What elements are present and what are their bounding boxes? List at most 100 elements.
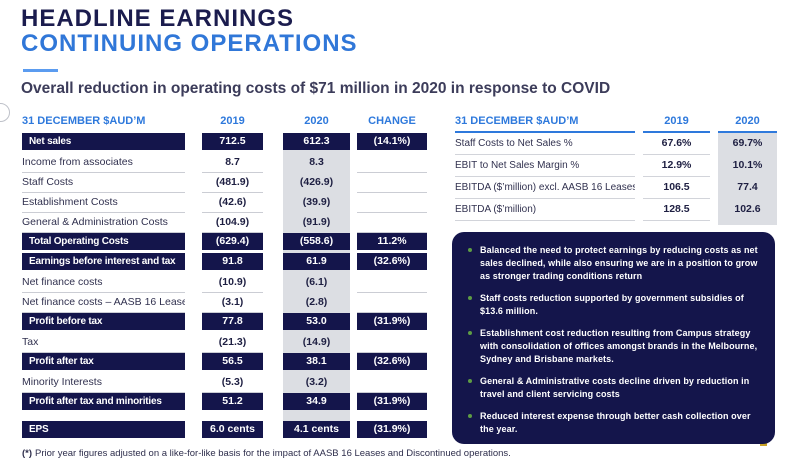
value-change: 11.2% — [357, 233, 427, 250]
bullet-text: General & Administrative costs decline d… — [480, 376, 750, 399]
value-change — [357, 193, 427, 213]
ratios-table-body: Staff Costs to Net Sales % 67.6% 69.7% EBIT… — [455, 133, 777, 221]
table-row: EBIT to Net Sales Margin % 12.9% 10.1% — [455, 155, 777, 177]
bullet-icon — [468, 248, 472, 252]
row-label: Income from associates — [22, 153, 185, 173]
commentary-bullet: Staff costs reduction supported by gover… — [468, 292, 761, 318]
value-2019: (21.3) — [202, 333, 263, 353]
value-2020: 53.0 — [283, 313, 350, 330]
column-header-2020: 2020 — [304, 115, 329, 127]
table-row: EBITDA ($’million) excl. AASB 16 Leases 1… — [455, 177, 777, 199]
value-2019: 128.5 — [643, 199, 710, 221]
value-2020: (14.9) — [302, 336, 331, 348]
financials-table: 31 DECEMBER $AUD’M 2019 2020 CHANGE Net … — [22, 112, 427, 441]
value-change: (31.9%) — [357, 421, 427, 438]
row-label: Profit after tax — [22, 353, 185, 370]
table-spacer — [22, 413, 427, 421]
value-2019: (10.9) — [202, 273, 263, 293]
table-row: Staff Costs (481.9) (426.9) — [22, 173, 427, 193]
value-change — [357, 333, 427, 353]
row-label: Staff Costs — [22, 173, 185, 193]
value-change — [357, 213, 427, 233]
ratio-header-2020: 2020 — [718, 112, 777, 133]
value-2020: (558.6) — [283, 233, 350, 250]
bullet-icon — [468, 379, 472, 383]
row-label: Profit after tax and minorities — [22, 393, 185, 410]
value-change — [357, 153, 427, 173]
value-2019: 106.5 — [643, 177, 710, 199]
commentary-bullet-list: Balanced the need to protect earnings by… — [468, 244, 761, 436]
table-row: Earnings before interest and tax 91.8 61.9… — [22, 253, 427, 270]
row-label: General & Administration Costs — [22, 213, 185, 233]
value-2019: 6.0 cents — [202, 421, 263, 438]
commentary-bullet: Establishment cost reduction resulting f… — [468, 327, 761, 366]
row-label: EBIT to Net Sales Margin % — [455, 155, 635, 177]
value-2019: 12.9% — [643, 155, 710, 177]
footnote-marker: (*) — [22, 448, 33, 459]
financials-table-body: Net sales 712.5 612.3 (14.1%) Income from as… — [22, 133, 427, 438]
table-row: Total Operating Costs (629.4) (558.6) 11.2% — [22, 233, 427, 250]
table-row: Minority Interests (5.3) (3.2) — [22, 373, 427, 393]
value-2020: 34.9 — [283, 393, 350, 410]
row-label: Staff Costs to Net Sales % — [455, 133, 635, 155]
page-title: HEADLINE EARNINGS — [21, 5, 295, 32]
value-change: (32.6%) — [357, 253, 427, 270]
value-2020: (39.9) — [302, 196, 331, 208]
commentary-bullet: Balanced the need to protect earnings by… — [468, 244, 761, 283]
value-change — [357, 273, 427, 293]
table-row: Establishment Costs (42.6) (39.9) — [22, 193, 427, 213]
column-2020-highlight — [283, 133, 350, 438]
column-header-metric: 31 DECEMBER $AUD’M — [22, 115, 146, 127]
column-header-2019: 2019 — [220, 115, 245, 127]
table-row: EBITDA ($’million) 128.5 102.6 — [455, 199, 777, 221]
value-change — [357, 293, 427, 313]
value-2019: 56.5 — [202, 353, 263, 370]
value-2019: 77.8 — [202, 313, 263, 330]
value-2019: (5.3) — [202, 373, 263, 393]
value-2019: 91.8 — [202, 253, 263, 270]
ratio-header-2019: 2019 — [643, 112, 710, 133]
ratio-column-2020-highlight — [718, 133, 777, 225]
page-title-secondary: CONTINUING OPERATIONS — [21, 30, 358, 57]
value-2020: (3.2) — [305, 376, 328, 388]
table-row: Profit after tax and minorities 51.2 34.9 (… — [22, 393, 427, 410]
commentary-panel: Balanced the need to protect earnings by… — [452, 232, 775, 444]
bullet-text: Staff costs reduction supported by gover… — [480, 293, 744, 316]
value-2019: 51.2 — [202, 393, 263, 410]
table-row: Net finance costs – AASB 16 Leases (3.1) (… — [22, 293, 427, 313]
value-2020: (2.8) — [305, 296, 328, 308]
value-change: (32.6%) — [357, 353, 427, 370]
table-row: Net finance costs (10.9) (6.1) — [22, 273, 427, 293]
bullet-icon — [468, 414, 472, 418]
row-label: Earnings before interest and tax — [22, 253, 185, 270]
value-change — [357, 173, 427, 193]
bullet-icon — [468, 331, 472, 335]
financials-table-header: 31 DECEMBER $AUD’M 2019 2020 CHANGE — [22, 112, 427, 133]
row-label: EBITDA ($’million) excl. AASB 16 Leases — [455, 177, 635, 199]
value-2020: 102.6 — [734, 203, 761, 215]
value-2020: 77.4 — [737, 181, 758, 193]
row-label: Net finance costs – AASB 16 Leases — [22, 293, 185, 313]
row-label: EBITDA ($’million) — [455, 199, 635, 221]
value-2020: 8.3 — [309, 156, 324, 168]
table-row: Staff Costs to Net Sales % 67.6% 69.7% — [455, 133, 777, 155]
bullet-icon — [468, 296, 472, 300]
value-2019: 8.7 — [202, 153, 263, 173]
commentary-bullet: General & Administrative costs decline d… — [468, 375, 761, 401]
value-change: (31.9%) — [357, 393, 427, 410]
decorative-circle — [0, 103, 10, 122]
value-change: (14.1%) — [357, 133, 427, 150]
value-2020: 69.7% — [732, 137, 763, 149]
value-change: (31.9%) — [357, 313, 427, 330]
value-2020: (91.9) — [302, 216, 331, 228]
slide-subtitle: Overall reduction in operating costs of … — [21, 80, 611, 97]
value-2019: (42.6) — [202, 193, 263, 213]
value-2019: 712.5 — [202, 133, 263, 150]
ratio-header-metric: 31 DECEMBER $AUD’M — [455, 112, 635, 133]
value-2019: (104.9) — [202, 213, 263, 233]
value-2020: 4.1 cents — [283, 421, 350, 438]
value-2020: 612.3 — [283, 133, 350, 150]
row-label: EPS — [22, 421, 185, 438]
footnote: (*) Prior year figures adjusted on a like… — [22, 448, 511, 459]
value-change — [357, 373, 427, 393]
